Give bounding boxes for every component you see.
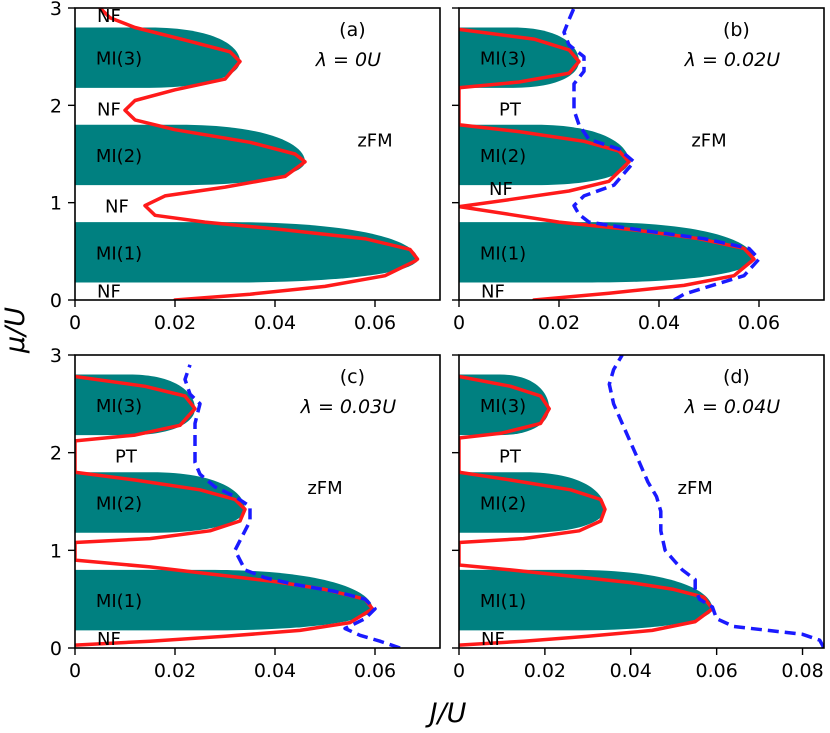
mi-lobe-fill xyxy=(75,124,305,186)
mi-boundary-line xyxy=(75,374,375,647)
mi-lobe-fill xyxy=(75,222,418,283)
mi-boundary-line xyxy=(459,27,756,300)
x-tick-label: 0.02 xyxy=(524,660,566,682)
region-label: NF xyxy=(489,179,513,200)
y-tick-label: 1 xyxy=(50,540,62,562)
mi-region-label: MI(1) xyxy=(480,243,526,264)
mi-region-label: MI(3) xyxy=(96,49,142,70)
region-label: NF xyxy=(97,6,121,27)
panel-d: 0 0.02 0.04 0.06 0.08 MI(1) MI(2) MI(3) NF PT zFM (… xyxy=(452,354,825,682)
mi-region-label: MI(1) xyxy=(96,243,142,264)
zfm-boundary-line xyxy=(562,8,761,300)
y-tick-label: 1 xyxy=(50,193,62,215)
lambda-annotation: λ = 0.03U xyxy=(300,396,397,418)
region-label: PT xyxy=(115,447,138,468)
lambda-annotation: λ = 0U xyxy=(315,49,381,71)
mi-lobe-fill xyxy=(459,472,605,533)
region-label: zFM xyxy=(307,478,342,499)
mi-region-label: MI(3) xyxy=(96,396,142,417)
y-axis-title: μ/U xyxy=(0,307,31,354)
x-tick-label: 0 xyxy=(453,660,465,682)
x-tick-label: 0.06 xyxy=(354,312,396,334)
x-tick-label: 0 xyxy=(69,312,81,334)
x-tick-label: 0.08 xyxy=(781,660,823,682)
region-label: zFM xyxy=(678,478,713,499)
region-label: zFM xyxy=(357,130,392,151)
region-label: NF xyxy=(97,281,121,302)
zfm-boundary-line xyxy=(607,355,824,648)
mi-region-label: MI(3) xyxy=(480,396,526,417)
mi-region-label: MI(1) xyxy=(96,591,142,612)
mi-region-label: MI(2) xyxy=(96,493,142,514)
region-label: NF xyxy=(105,197,129,218)
mi-region-label: MI(2) xyxy=(480,493,526,514)
panel-id-label: (c) xyxy=(340,366,365,388)
plot-area xyxy=(75,8,420,300)
panel-c: 0 0.02 0.04 0.06 0 1 2 3 MI(1) MI(2) MI(3) NF PT zFM (… xyxy=(50,345,441,682)
lambda-annotation: λ = 0.02U xyxy=(684,49,781,71)
panel-frame xyxy=(458,7,825,301)
y-tick-label: 0 xyxy=(50,638,62,660)
x-tick-label: 0.02 xyxy=(154,312,196,334)
x-tick-label: 0.04 xyxy=(254,312,296,334)
y-tick-label: 2 xyxy=(50,443,62,465)
region-label: NF xyxy=(481,629,505,650)
region-label: zFM xyxy=(691,130,726,151)
mi-boundary-line xyxy=(98,8,420,300)
panel-b: 0 0.02 0.04 0.06 MI(1) MI(2) MI(3) NF NF PT zFM (b)… xyxy=(452,7,825,334)
x-tick-label: 0.04 xyxy=(638,312,680,334)
x-tick-label: 0.02 xyxy=(154,660,196,682)
panel-frame xyxy=(74,354,441,649)
region-label: NF xyxy=(481,281,505,302)
panel-frame xyxy=(74,7,441,301)
region-label: NF xyxy=(97,629,121,650)
plot-area xyxy=(459,8,761,300)
panel-a: 0 0.02 0.04 0.06 0 1 2 3 MI(1) MI(2) MI(3) NF NF NF NF… xyxy=(50,0,441,334)
x-tick-label: 0.02 xyxy=(538,312,580,334)
x-tick-label: 0.04 xyxy=(254,660,296,682)
panel-id-label: (b) xyxy=(723,19,750,41)
x-tick-label: 0.06 xyxy=(695,660,737,682)
y-tick-label: 3 xyxy=(50,345,62,367)
x-tick-label: 0 xyxy=(69,660,81,682)
region-label: NF xyxy=(97,99,121,120)
x-tick-label: 0.06 xyxy=(354,660,396,682)
panel-id-label: (a) xyxy=(339,19,365,41)
mi-region-label: MI(1) xyxy=(480,591,526,612)
y-tick-label: 3 xyxy=(50,0,62,20)
region-label: PT xyxy=(499,99,522,120)
mi-region-label: MI(2) xyxy=(480,146,526,167)
y-tick-label: 2 xyxy=(50,95,62,117)
zfm-boundary-line xyxy=(183,364,401,648)
x-tick-label: 0.06 xyxy=(738,312,780,334)
plot-area xyxy=(459,355,824,648)
mi-lobe-fill xyxy=(459,124,629,186)
lambda-annotation: λ = 0.04U xyxy=(684,396,781,418)
mi-boundary-line xyxy=(459,374,715,647)
x-tick-label: 0 xyxy=(453,312,465,334)
mi-region-label: MI(2) xyxy=(96,146,142,167)
y-tick-label: 0 xyxy=(50,290,62,312)
region-label: PT xyxy=(499,447,522,468)
mi-region-label: MI(3) xyxy=(480,49,526,70)
panel-id-label: (d) xyxy=(723,366,750,388)
mi-lobe-fill xyxy=(75,472,245,533)
x-tick-label: 0.04 xyxy=(610,660,652,682)
plot-area xyxy=(75,364,401,648)
x-axis-title: J/U xyxy=(425,698,467,729)
panel-frame xyxy=(458,354,825,649)
